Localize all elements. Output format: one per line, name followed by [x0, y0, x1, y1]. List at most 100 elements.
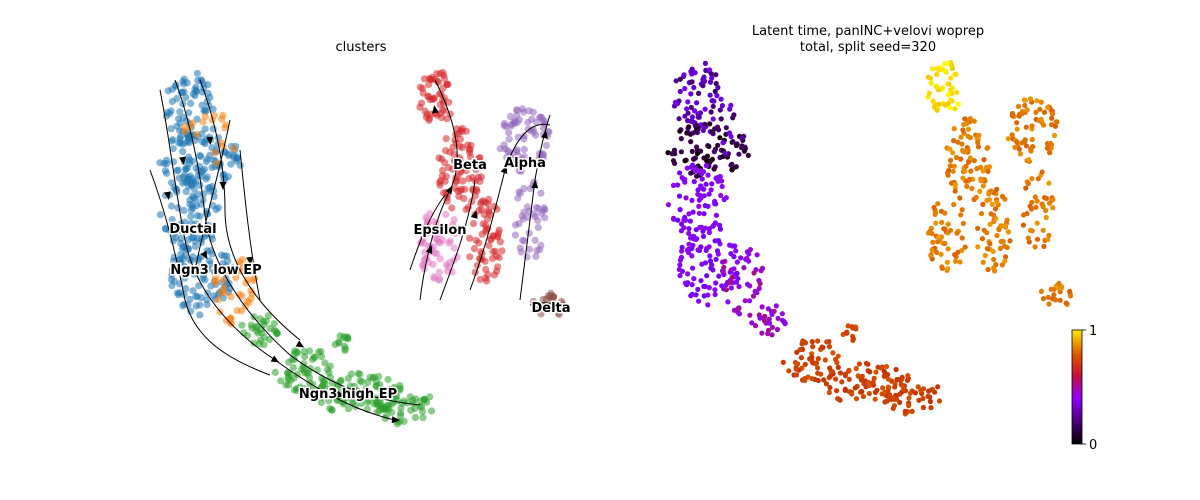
latent-time-point: [863, 360, 870, 367]
cluster-point: [318, 393, 326, 402]
latent-time-point: [677, 257, 684, 263]
latent-time-point: [952, 182, 959, 188]
latent-time-point: [685, 271, 691, 277]
latent-time-point: [709, 98, 715, 104]
cluster-point: [439, 166, 447, 174]
streamline-arrow: [336, 390, 345, 398]
latent-time-point: [890, 405, 896, 411]
latent-time-point: [938, 251, 944, 257]
latent-time-point: [1015, 103, 1022, 110]
latent-time-point: [1040, 296, 1047, 302]
latent-time-point: [722, 258, 728, 264]
latent-time-point: [708, 109, 714, 115]
latent-time-point: [688, 68, 694, 75]
latent-time-point: [692, 70, 698, 76]
cluster-point: [411, 413, 419, 422]
latent-time-point: [1023, 185, 1029, 191]
latent-time-point: [835, 396, 841, 402]
cluster-point: [523, 203, 531, 211]
latent-time-point: [827, 365, 833, 371]
cluster-point: [425, 92, 433, 101]
latent-time-point: [980, 168, 986, 174]
latent-time-point: [1025, 180, 1031, 186]
cluster-point: [383, 393, 391, 401]
latent-time-point: [994, 232, 1000, 239]
latent-time-point: [856, 361, 863, 367]
latent-time-point: [718, 192, 724, 199]
streamline-arrow: [270, 355, 280, 363]
cluster-point: [500, 141, 508, 149]
cluster-point: [519, 157, 527, 165]
latent-time-point: [1034, 236, 1041, 242]
cluster-point: [406, 393, 414, 401]
latent-time-point: [951, 163, 957, 169]
cluster-point: [388, 400, 396, 408]
streamline-arrow: [541, 130, 548, 139]
latent-time-point: [875, 364, 881, 370]
colorbar-label-min: 0: [1089, 438, 1097, 453]
streamline-arrow: [179, 156, 186, 165]
streamline-arrow: [470, 210, 478, 219]
latent-time-point: [925, 393, 931, 399]
cluster-point: [301, 353, 309, 361]
latent-time-point: [734, 259, 740, 265]
latent-time-point: [965, 159, 972, 165]
latent-time-point: [977, 188, 983, 194]
latent-time-point: [1043, 207, 1049, 214]
latent-time-point: [683, 195, 689, 201]
latent-time-point: [934, 83, 940, 90]
latent-time-point: [678, 136, 684, 142]
latent-time-point: [1024, 211, 1030, 217]
latent-time-point: [1014, 139, 1020, 145]
latent-time-point: [846, 376, 852, 382]
cluster-point: [506, 112, 515, 121]
latent-time-point: [731, 112, 737, 118]
cluster-point: [168, 282, 176, 290]
latent-time-point: [942, 210, 948, 216]
latent-time-point: [1041, 122, 1047, 128]
latent-time-point: [1020, 222, 1026, 228]
latent-time-point: [765, 306, 772, 312]
cluster-point: [333, 396, 341, 404]
latent-time-point: [739, 135, 745, 141]
cluster-point: [222, 263, 230, 271]
cluster-point: [293, 386, 301, 395]
latent-time-point: [779, 311, 785, 317]
cluster-point: [416, 402, 424, 410]
latent-time-scatter-points: [665, 59, 1074, 417]
cluster-point: [201, 112, 209, 120]
cluster-point: [175, 174, 183, 182]
latent-time-point: [686, 211, 692, 217]
cluster-point: [388, 408, 396, 416]
latent-time-point: [834, 360, 840, 366]
streamline-arrow: [500, 165, 508, 175]
latent-time-point: [734, 270, 740, 276]
cluster-point: [347, 370, 355, 378]
latent-time-point: [980, 183, 986, 189]
cluster-point: [173, 167, 181, 175]
cluster-point: [482, 221, 490, 229]
cluster-point: [451, 184, 459, 192]
cluster-point: [532, 252, 540, 260]
cluster-point: [325, 369, 333, 377]
cluster-point: [505, 129, 513, 137]
cluster-point: [203, 173, 211, 181]
cluster-point: [202, 158, 210, 166]
cluster-point: [440, 71, 448, 79]
cluster-point: [500, 119, 509, 128]
latent-time-point: [928, 405, 934, 411]
cluster-point: [472, 166, 480, 174]
cluster-point: [181, 251, 189, 259]
latent-time-point: [705, 172, 711, 178]
latent-time-point: [728, 267, 734, 273]
latent-time-point: [993, 262, 999, 268]
cluster-point: [525, 245, 534, 253]
cluster-point: [203, 300, 211, 309]
cluster-point: [456, 135, 464, 143]
cluster-point: [439, 236, 447, 244]
latent-time-point: [926, 388, 932, 394]
cluster-point: [177, 220, 185, 228]
latent-time-point: [929, 247, 935, 253]
latent-time-point: [728, 162, 734, 168]
latent-time-point: [947, 163, 953, 169]
